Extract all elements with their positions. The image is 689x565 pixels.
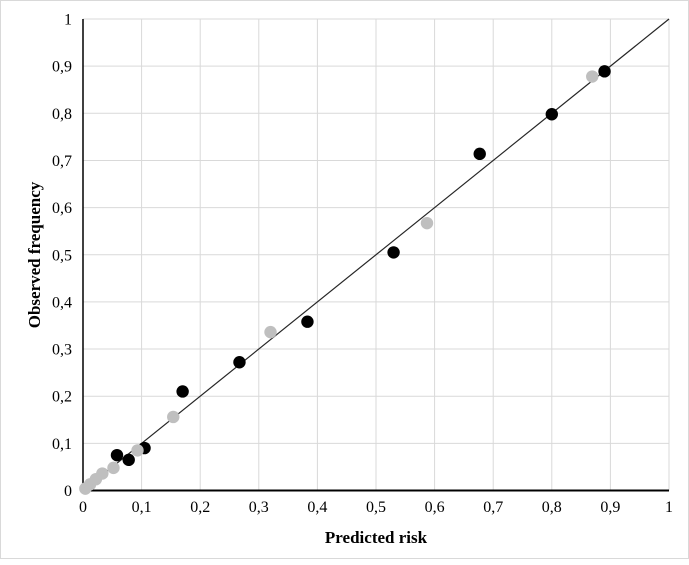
y-tick-label: 0,5	[52, 247, 72, 264]
x-tick-label: 0,5	[366, 499, 386, 516]
gray-dots-point	[420, 216, 434, 230]
x-tick-label: 0,4	[307, 499, 327, 516]
x-tick-label: 0,6	[425, 499, 445, 516]
gray-dots-point	[264, 325, 277, 339]
black-dots-point	[176, 385, 189, 398]
x-tick-label: 1	[665, 499, 673, 516]
identity-line	[82, 18, 670, 491]
x-tick-label: 0,3	[249, 499, 269, 516]
gray-dots-point	[96, 467, 109, 480]
black-dots-point	[301, 315, 314, 328]
gray-dots-point	[586, 70, 599, 83]
x-tick-label: 0,7	[483, 499, 503, 516]
black-dots-point	[387, 246, 400, 259]
gray-dots-point	[131, 444, 144, 457]
y-tick-label: 0,6	[52, 200, 72, 217]
y-tick-label: 0,2	[52, 389, 72, 406]
y-tick-label: 0,1	[52, 436, 72, 453]
gray-dots-point	[167, 410, 180, 424]
black-dots-point	[110, 448, 124, 462]
black-dots-point	[545, 108, 558, 121]
y-tick-label: 0,7	[52, 153, 72, 170]
y-tick-label: 0,9	[52, 59, 72, 76]
x-tick-label: 0,8	[542, 499, 562, 516]
black-dots-point	[473, 147, 486, 161]
black-dots-point	[233, 356, 246, 369]
x-axis-title: Predicted risk	[324, 528, 428, 547]
y-tick-label: 0	[64, 483, 72, 500]
y-axis-title: Observed frequency	[25, 181, 44, 329]
black-dots-point	[122, 453, 135, 467]
x-tick-label: 0,1	[132, 499, 152, 516]
x-tick-label: 0,2	[190, 499, 210, 516]
y-tick-label: 1	[64, 12, 72, 29]
y-tick-label: 0,4	[52, 294, 72, 311]
y-tick-label: 0,3	[52, 342, 72, 359]
x-tick-label: 0,9	[600, 499, 620, 516]
x-tick-label: 0	[79, 499, 87, 516]
y-tick-label: 0,8	[52, 106, 72, 123]
gray-dots-point	[107, 461, 120, 475]
black-dots-point	[598, 65, 611, 78]
